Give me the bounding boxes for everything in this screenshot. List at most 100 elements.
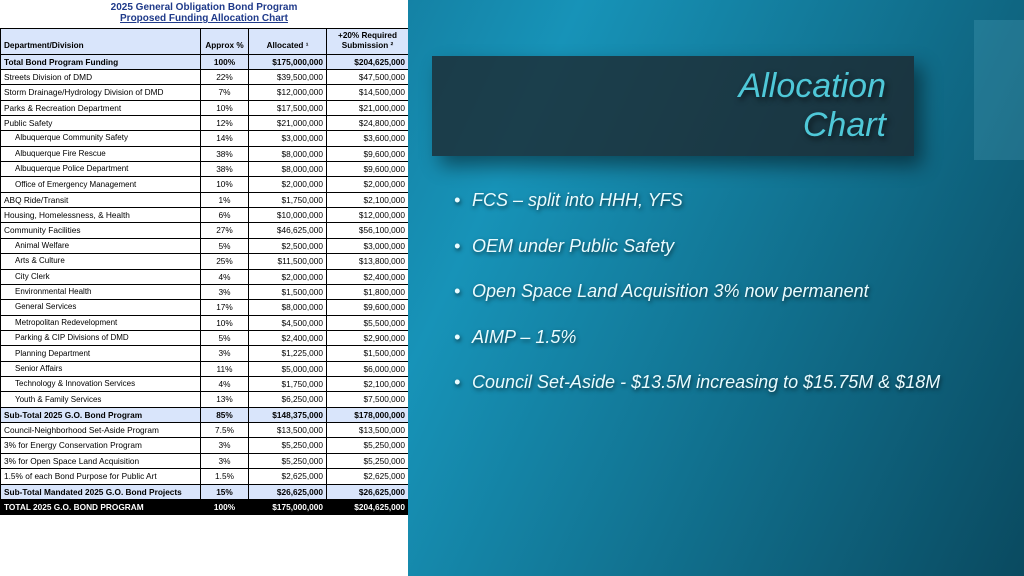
- cell-value: $204,625,000: [327, 54, 409, 69]
- cell-value: $10,000,000: [249, 208, 327, 223]
- cell-value: $12,000,000: [249, 85, 327, 100]
- cell-label: Albuquerque Police Department: [1, 162, 201, 177]
- table-row: Public Safety12%$21,000,000$24,800,000: [1, 115, 409, 130]
- cell-label: Environmental Health: [1, 284, 201, 299]
- cell-value: $2,900,000: [327, 330, 409, 345]
- cell-value: 100%: [201, 54, 249, 69]
- cell-value: $2,400,000: [327, 269, 409, 284]
- title-line-2: Chart: [803, 106, 886, 144]
- cell-value: $5,250,000: [327, 438, 409, 453]
- cell-label: Albuquerque Community Safety: [1, 131, 201, 146]
- cell-label: ABQ Ride/Transit: [1, 192, 201, 207]
- col-required: +20% Required Submission ²: [327, 29, 409, 55]
- table-row: 3% for Open Space Land Acquisition3%$5,2…: [1, 453, 409, 468]
- cell-value: 100%: [201, 499, 249, 514]
- cell-value: $9,600,000: [327, 300, 409, 315]
- cell-value: 25%: [201, 254, 249, 269]
- cell-value: $1,750,000: [249, 377, 327, 392]
- cell-value: $1,500,000: [327, 346, 409, 361]
- cell-label: Council-Neighborhood Set-Aside Program: [1, 423, 201, 438]
- cell-value: $2,625,000: [327, 469, 409, 484]
- cell-value: 22%: [201, 69, 249, 84]
- cell-label: Office of Emergency Management: [1, 177, 201, 192]
- cell-value: $17,500,000: [249, 100, 327, 115]
- bullet-list: FCS – split into HHH, YFSOEM under Publi…: [452, 190, 964, 418]
- table-body: Total Bond Program Funding100%$175,000,0…: [1, 54, 409, 515]
- table-row: 1.5% of each Bond Purpose for Public Art…: [1, 469, 409, 484]
- cell-value: $8,000,000: [249, 162, 327, 177]
- cell-label: Metropolitan Redevelopment: [1, 315, 201, 330]
- table-row: Planning Department3%$1,225,000$1,500,00…: [1, 346, 409, 361]
- cell-value: $13,800,000: [327, 254, 409, 269]
- cell-value: $5,250,000: [249, 438, 327, 453]
- table-subtitle: Proposed Funding Allocation Chart: [0, 13, 408, 28]
- table-row: TOTAL 2025 G.O. BOND PROGRAM100%$175,000…: [1, 499, 409, 514]
- cell-value: $5,250,000: [249, 453, 327, 468]
- cell-value: $8,000,000: [249, 146, 327, 161]
- cell-value: 4%: [201, 377, 249, 392]
- table-row: General Services17%$8,000,000$9,600,000: [1, 300, 409, 315]
- cell-label: Parks & Recreation Department: [1, 100, 201, 115]
- cell-value: $2,000,000: [249, 177, 327, 192]
- bullet-item: Council Set-Aside - $13.5M increasing to…: [452, 372, 964, 394]
- table-row: Metropolitan Redevelopment10%$4,500,000$…: [1, 315, 409, 330]
- cell-label: Albuquerque Fire Rescue: [1, 146, 201, 161]
- cell-value: $204,625,000: [327, 499, 409, 514]
- bullet-item: OEM under Public Safety: [452, 236, 964, 258]
- cell-value: $47,500,000: [327, 69, 409, 84]
- cell-value: 38%: [201, 162, 249, 177]
- cell-value: $5,250,000: [327, 453, 409, 468]
- table-row: Albuquerque Police Department38%$8,000,0…: [1, 162, 409, 177]
- cell-label: Streets Division of DMD: [1, 69, 201, 84]
- cell-value: $46,625,000: [249, 223, 327, 238]
- cell-label: 3% for Open Space Land Acquisition: [1, 453, 201, 468]
- allocation-table-panel: 2025 General Obligation Bond Program Pro…: [0, 0, 408, 576]
- allocation-table: Department/Division Approx % Allocated ¹…: [0, 28, 408, 515]
- cell-label: Sub-Total 2025 G.O. Bond Program: [1, 407, 201, 422]
- col-dept: Department/Division: [1, 29, 201, 55]
- cell-value: $21,000,000: [249, 115, 327, 130]
- cell-value: 38%: [201, 146, 249, 161]
- cell-value: $2,625,000: [249, 469, 327, 484]
- cell-value: $14,500,000: [327, 85, 409, 100]
- slide-title: Allocation Chart: [739, 67, 886, 145]
- cell-label: TOTAL 2025 G.O. BOND PROGRAM: [1, 499, 201, 514]
- cell-value: 85%: [201, 407, 249, 422]
- cell-label: Sub-Total Mandated 2025 G.O. Bond Projec…: [1, 484, 201, 499]
- table-header-row: Department/Division Approx % Allocated ¹…: [1, 29, 409, 55]
- cell-value: $5,500,000: [327, 315, 409, 330]
- cell-value: $175,000,000: [249, 54, 327, 69]
- table-row: Environmental Health3%$1,500,000$1,800,0…: [1, 284, 409, 299]
- cell-value: $13,500,000: [327, 423, 409, 438]
- cell-value: $12,000,000: [327, 208, 409, 223]
- cell-label: Housing, Homelessness, & Health: [1, 208, 201, 223]
- table-row: Streets Division of DMD22%$39,500,000$47…: [1, 69, 409, 84]
- cell-value: $3,000,000: [327, 238, 409, 253]
- table-row: Storm Drainage/Hydrology Division of DMD…: [1, 85, 409, 100]
- cell-value: $2,400,000: [249, 330, 327, 345]
- cell-value: $56,100,000: [327, 223, 409, 238]
- cell-value: $175,000,000: [249, 499, 327, 514]
- cell-value: 15%: [201, 484, 249, 499]
- table-row: Total Bond Program Funding100%$175,000,0…: [1, 54, 409, 69]
- table-row: Council-Neighborhood Set-Aside Program7.…: [1, 423, 409, 438]
- cell-value: 3%: [201, 346, 249, 361]
- col-pct: Approx %: [201, 29, 249, 55]
- cell-value: $7,500,000: [327, 392, 409, 407]
- bullet-item: AIMP – 1.5%: [452, 327, 964, 349]
- cell-value: 5%: [201, 330, 249, 345]
- cell-value: 13%: [201, 392, 249, 407]
- cell-label: City Clerk: [1, 269, 201, 284]
- table-row: Office of Emergency Management10%$2,000,…: [1, 177, 409, 192]
- bullet-item: Open Space Land Acquisition 3% now perma…: [452, 281, 964, 303]
- slide-content: Allocation Chart FCS – split into HHH, Y…: [408, 0, 1024, 576]
- cell-value: $3,600,000: [327, 131, 409, 146]
- cell-label: Total Bond Program Funding: [1, 54, 201, 69]
- cell-value: 12%: [201, 115, 249, 130]
- cell-value: $1,800,000: [327, 284, 409, 299]
- cell-value: $9,600,000: [327, 162, 409, 177]
- cell-value: $3,000,000: [249, 131, 327, 146]
- cell-value: $178,000,000: [327, 407, 409, 422]
- table-row: Albuquerque Community Safety14%$3,000,00…: [1, 131, 409, 146]
- cell-value: $6,250,000: [249, 392, 327, 407]
